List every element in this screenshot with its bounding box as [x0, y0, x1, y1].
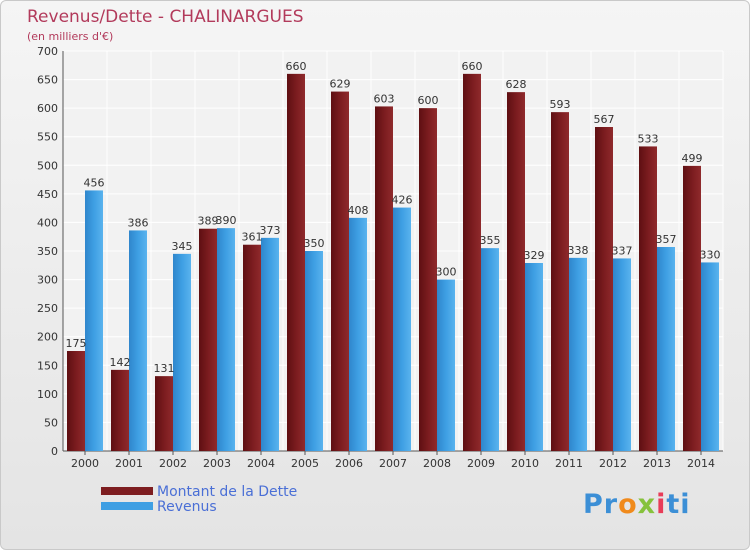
bar-revenus	[613, 258, 631, 451]
value-label-dette: 629	[330, 78, 351, 91]
value-label-revenus: 345	[172, 240, 193, 253]
value-label-revenus: 350	[304, 237, 325, 250]
bar-revenus	[701, 262, 719, 451]
bar-revenus	[525, 263, 543, 451]
bar-dette	[243, 244, 261, 451]
bar-revenus	[481, 248, 499, 451]
bar-revenus	[173, 253, 191, 451]
bar-dette	[155, 376, 173, 451]
value-label-revenus: 300	[436, 266, 457, 279]
value-label-dette: 603	[374, 92, 395, 105]
bar-dette	[551, 112, 569, 452]
bar-dette	[375, 106, 393, 451]
value-label-dette: 175	[66, 337, 87, 350]
bar-dette	[683, 165, 701, 451]
bar-dette	[595, 127, 613, 451]
value-label-dette: 361	[242, 231, 263, 244]
x-tick-label: 2006	[335, 457, 363, 470]
x-tick-label: 2012	[599, 457, 627, 470]
value-label-revenus: 408	[348, 204, 369, 217]
y-tick-label: 700	[37, 45, 58, 58]
value-label-dette: 593	[550, 98, 571, 111]
bar-dette	[111, 369, 129, 451]
value-label-dette: 533	[638, 132, 659, 145]
legend-label-revenus: Revenus	[157, 499, 217, 515]
bar-revenus	[657, 247, 675, 451]
x-tick-label: 2009	[467, 457, 495, 470]
value-label-dette: 628	[506, 78, 527, 91]
value-label-dette: 389	[198, 215, 219, 228]
y-tick-label: 300	[37, 274, 58, 287]
value-label-dette: 660	[286, 60, 307, 73]
y-tick-label: 0	[51, 445, 58, 458]
value-label-dette: 660	[462, 60, 483, 73]
proxiti-logo: Proxiti	[583, 489, 691, 520]
x-tick-label: 2003	[203, 457, 231, 470]
bar-revenus	[569, 257, 587, 451]
y-tick-label: 100	[37, 388, 58, 401]
x-tick-label: 2011	[555, 457, 583, 470]
chart-title: Revenus/Dette - CHALINARGUES	[27, 7, 304, 27]
value-label-revenus: 337	[612, 244, 633, 257]
x-tick-label: 2002	[159, 457, 187, 470]
value-label-dette: 600	[418, 94, 439, 107]
y-tick-label: 650	[37, 74, 58, 87]
bar-revenus	[261, 237, 279, 451]
legend-label-dette: Montant de la Dette	[157, 484, 298, 500]
x-tick-label: 2014	[687, 457, 715, 470]
bar-dette	[287, 73, 305, 451]
bar-revenus	[217, 228, 235, 451]
bar-dette	[331, 91, 349, 452]
bar-dette	[419, 108, 437, 452]
x-tick-label: 2000	[71, 457, 99, 470]
bar-dette	[463, 73, 481, 451]
legend-swatch-dette	[101, 487, 153, 495]
x-tick-label: 2013	[643, 457, 671, 470]
value-label-revenus: 357	[656, 233, 677, 246]
y-tick-label: 500	[37, 159, 58, 172]
bar-revenus	[129, 230, 147, 451]
chart-subtitle: (en milliers d'€)	[27, 30, 114, 43]
value-label-revenus: 373	[260, 224, 281, 237]
x-tick-label: 2008	[423, 457, 451, 470]
bar-revenus	[437, 279, 455, 451]
y-tick-label: 50	[44, 416, 58, 429]
y-tick-label: 250	[37, 302, 58, 315]
value-label-revenus: 456	[84, 176, 105, 189]
bar-dette	[507, 92, 525, 452]
y-tick-label: 550	[37, 131, 58, 144]
bar-dette	[67, 351, 85, 451]
y-tick-label: 600	[37, 102, 58, 115]
y-tick-label: 450	[37, 188, 58, 201]
value-label-dette: 499	[682, 152, 703, 165]
bar-dette	[639, 146, 657, 451]
value-label-revenus: 329	[524, 249, 545, 262]
value-label-dette: 567	[594, 113, 615, 126]
x-tick-label: 2007	[379, 457, 407, 470]
y-tick-label: 400	[37, 216, 58, 229]
x-tick-label: 2005	[291, 457, 319, 470]
bar-revenus	[349, 217, 367, 451]
value-label-dette: 142	[110, 356, 131, 369]
x-tick-label: 2001	[115, 457, 143, 470]
value-label-revenus: 330	[700, 248, 721, 261]
bar-revenus	[305, 251, 323, 451]
value-label-revenus: 338	[568, 244, 589, 257]
legend-swatch-revenus	[101, 502, 153, 510]
value-label-revenus: 386	[128, 216, 149, 229]
x-tick-label: 2004	[247, 457, 275, 470]
value-label-revenus: 355	[480, 234, 501, 247]
bar-revenus	[393, 207, 411, 451]
y-tick-label: 350	[37, 245, 58, 258]
y-tick-label: 150	[37, 359, 58, 372]
value-label-dette: 131	[154, 362, 175, 375]
bar-revenus	[85, 190, 103, 451]
bar-dette	[199, 228, 217, 451]
value-label-revenus: 426	[392, 194, 413, 207]
x-tick-label: 2010	[511, 457, 539, 470]
y-tick-label: 200	[37, 331, 58, 344]
value-label-revenus: 390	[216, 214, 237, 227]
